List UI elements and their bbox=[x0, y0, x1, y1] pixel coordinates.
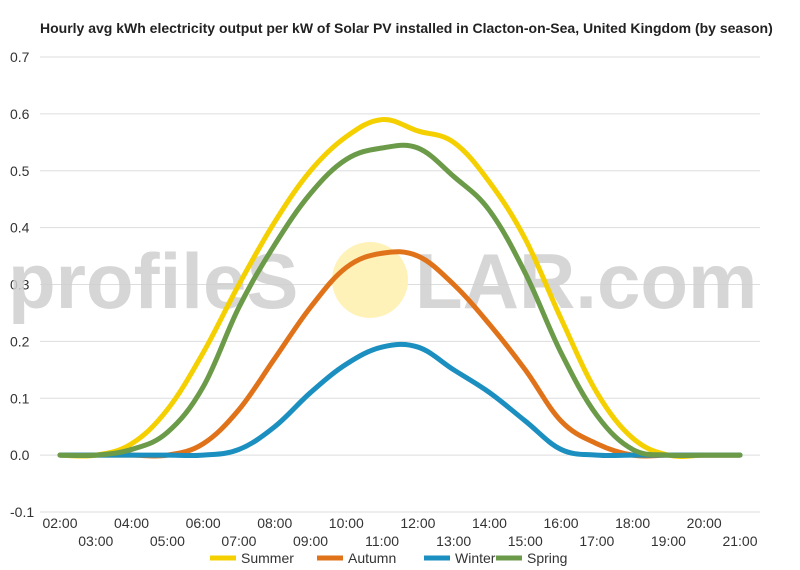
y-tick-label: 0.6 bbox=[10, 106, 30, 122]
y-tick-label: 0.3 bbox=[10, 277, 30, 293]
x-tick-label: 03:00 bbox=[78, 533, 113, 549]
y-tick-label: 0.7 bbox=[10, 49, 30, 65]
x-tick-label: 20:00 bbox=[687, 515, 722, 531]
x-tick-label: 19:00 bbox=[651, 533, 686, 549]
series-line-winter bbox=[57, 341, 743, 459]
x-tick-label: 17:00 bbox=[579, 533, 614, 549]
watermark: profileS LAR.com bbox=[8, 237, 757, 325]
x-tick-label: 15:00 bbox=[508, 533, 543, 549]
x-tick-label: 02:00 bbox=[42, 515, 77, 531]
series-lines bbox=[57, 117, 743, 459]
x-tick-label: 09:00 bbox=[293, 533, 328, 549]
watermark-text-right: LAR.com bbox=[415, 237, 757, 325]
x-tick-label: 14:00 bbox=[472, 515, 507, 531]
x-tick-label: 13:00 bbox=[436, 533, 471, 549]
y-tick-label: 0.5 bbox=[10, 163, 30, 179]
watermark-sun bbox=[332, 242, 408, 318]
x-tick-label: 18:00 bbox=[615, 515, 650, 531]
legend-label-autumn: Autumn bbox=[348, 550, 396, 566]
watermark-text-left: profileS bbox=[8, 237, 298, 325]
y-tick-label: 0.4 bbox=[10, 220, 30, 236]
x-tick-label: 06:00 bbox=[186, 515, 221, 531]
x-tick-label: 05:00 bbox=[150, 533, 185, 549]
legend: Summer Autumn Winter Spring bbox=[210, 550, 567, 566]
x-tick-label: 12:00 bbox=[400, 515, 435, 531]
x-tick-label: 21:00 bbox=[722, 533, 757, 549]
x-tick-label: 10:00 bbox=[329, 515, 364, 531]
y-tick-label: 0.1 bbox=[10, 390, 30, 406]
chart-title: Hourly avg kWh electricity output per kW… bbox=[40, 20, 773, 36]
y-tick-label: 0.0 bbox=[10, 447, 30, 463]
x-tick-label: 08:00 bbox=[257, 515, 292, 531]
legend-label-summer: Summer bbox=[241, 550, 294, 566]
x-tick-label: 11:00 bbox=[365, 533, 399, 549]
x-tick-label: 04:00 bbox=[114, 515, 149, 531]
series-line-summer bbox=[57, 117, 743, 459]
x-axis-ticks: 02:0003:0004:0005:0006:0007:0008:0009:00… bbox=[42, 515, 757, 549]
legend-label-winter: Winter bbox=[455, 550, 496, 566]
x-tick-label: 16:00 bbox=[544, 515, 579, 531]
legend-label-spring: Spring bbox=[527, 550, 567, 566]
series-line-spring bbox=[57, 142, 743, 459]
x-tick-label: 07:00 bbox=[221, 533, 256, 549]
y-tick-label: -0.1 bbox=[10, 504, 34, 520]
y-tick-label: 0.2 bbox=[10, 333, 30, 349]
y-axis-ticks: 0.7 0.6 0.5 0.4 0.3 0.2 0.1 0.0 -0.1 bbox=[10, 49, 34, 520]
